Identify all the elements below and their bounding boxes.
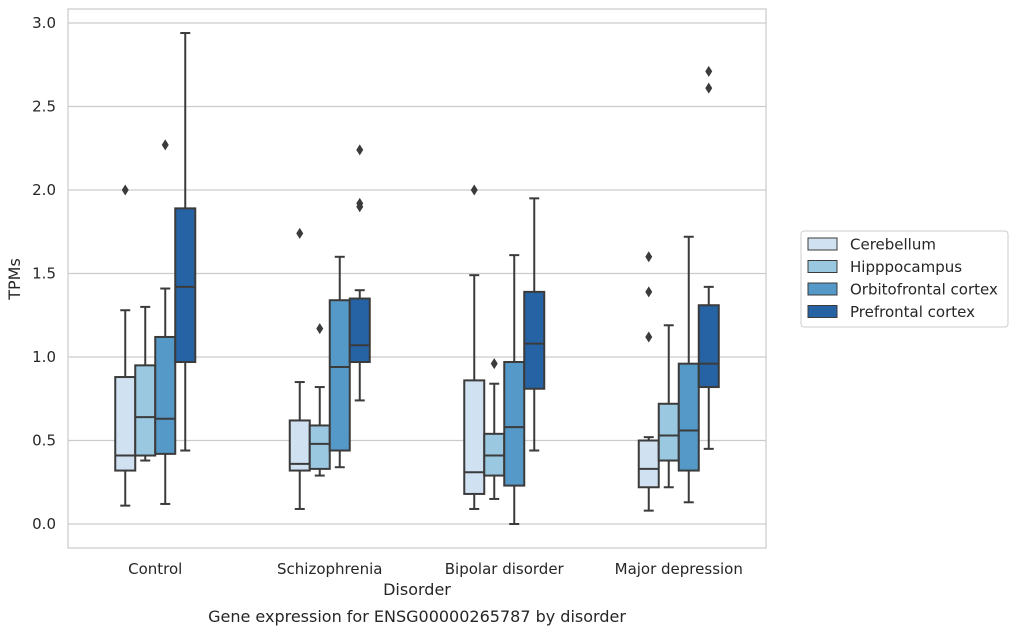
legend: Cerebellum Hipppocampus Orbitofrontal cort… [800, 230, 1009, 328]
box-4-category-3 [523, 197, 546, 452]
legend-swatch [807, 237, 838, 251]
y-tick-label: 0.0 [32, 515, 56, 533]
y-tick-label: 1.5 [32, 265, 56, 283]
box-2-category-2 [308, 323, 331, 477]
x-tick-label: Schizophrenia [277, 560, 382, 578]
box-iqr [348, 297, 371, 364]
outlier-point [470, 184, 478, 196]
box-iqr [308, 424, 331, 470]
outlier-point [316, 323, 324, 335]
y-tick-label: 1.0 [32, 348, 56, 366]
outlier-point [161, 139, 169, 151]
box-2-category-1 [134, 305, 157, 462]
box-iqr [523, 290, 546, 390]
box-iqr [463, 379, 486, 495]
box-iqr [114, 376, 137, 472]
outlier-point [645, 251, 653, 263]
y-tick-label: 2.5 [32, 98, 56, 116]
outlier-point [705, 82, 713, 94]
legend-label: Cerebellum [850, 236, 936, 254]
box-iqr [134, 364, 157, 457]
box-4-category-4 [697, 65, 720, 450]
box-iqr [174, 207, 197, 364]
legend-label: Orbitofrontal cortex [850, 281, 998, 299]
x-tick-label: Major depression [615, 560, 743, 578]
y-axis-ticks: 0.0 0.5 1.0 1.5 2.0 2.5 3.0 [32, 14, 56, 533]
box-iqr [637, 439, 660, 489]
legend-frame [800, 230, 1009, 328]
box-4-category-2 [348, 144, 371, 402]
x-tick-label: Bipolar disorder [445, 560, 565, 578]
legend-item: Orbitofrontal cortex [807, 281, 998, 299]
outlier-point [356, 197, 364, 209]
box-3-category-3 [503, 254, 526, 525]
legend-label: Prefrontal cortex [850, 303, 975, 321]
box-3-category-2 [328, 255, 351, 469]
box-1-category-4 [637, 251, 660, 512]
box-2-category-4 [657, 324, 680, 489]
box-3-category-4 [677, 235, 700, 504]
x-axis-label: Disorder [383, 580, 451, 599]
outlier-point [121, 184, 129, 196]
box-4-category-1 [174, 32, 197, 452]
legend-item: Hipppocampus [807, 258, 962, 276]
legend-item: Prefrontal cortex [807, 303, 975, 321]
outlier-point [645, 331, 653, 343]
legend-swatch [807, 282, 838, 296]
legend-label: Hipppocampus [850, 258, 962, 276]
x-axis-ticks: Control Schizophrenia Bipolar disorder Majo… [128, 560, 743, 578]
y-tick-label: 3.0 [32, 14, 56, 32]
outlier-point [296, 227, 304, 239]
box-iqr [697, 304, 720, 389]
y-tick-label: 2.0 [32, 181, 56, 199]
x-tick-label: Control [128, 560, 182, 578]
legend-item: Cerebellum [807, 236, 936, 254]
outlier-point [356, 144, 364, 156]
legend-swatch [807, 260, 838, 273]
box-iqr [328, 299, 351, 452]
box-groups [114, 32, 720, 525]
y-tick-label: 0.5 [32, 432, 56, 450]
box-1-category-2 [288, 227, 311, 510]
box-iqr [154, 335, 177, 455]
box-3-category-1 [154, 139, 177, 505]
box-iqr [657, 402, 680, 462]
y-axis-label: TPMs [5, 258, 24, 301]
outlier-point [490, 358, 498, 370]
outlier-point [705, 65, 713, 77]
plot-area-frame [67, 8, 767, 549]
legend-swatch [807, 305, 838, 318]
outlier-point [645, 286, 653, 298]
box-1-category-3 [463, 184, 486, 510]
box-iqr [677, 362, 700, 472]
box-iqr [503, 361, 526, 487]
chart-caption: Gene expression for ENSG00000265787 by d… [208, 607, 626, 626]
